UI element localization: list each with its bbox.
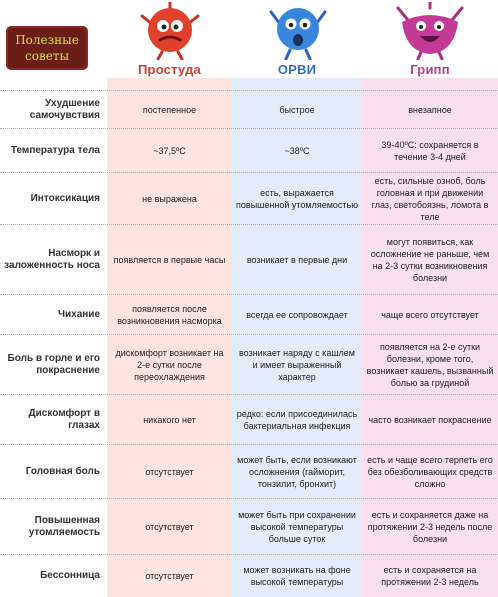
cell-cold: ~37,5ºС (153, 145, 186, 156)
table-row: Насморк и заложенность носа появляется в … (0, 224, 498, 294)
cell-cold: не выражена (142, 193, 197, 204)
cell-flu: появляется на 2-е сутки болезни, кроме т… (366, 341, 494, 388)
red-virus-mascot-icon (140, 2, 200, 60)
column-header-orvi: ОРВИ (277, 62, 317, 77)
cell-orvi: может быть, если возникают осложнения (г… (237, 454, 357, 489)
column-header-flu: Грипп (410, 62, 450, 77)
cell-flu: есть и сохраняется даже на протяжении 2-… (367, 509, 493, 544)
row-label: Температура тела (10, 144, 100, 156)
row-label: Боль в горле и его покраснение (7, 352, 100, 376)
cell-cold: отсутствует (145, 571, 194, 581)
cell-flu: часто возникает покраснение (368, 414, 492, 425)
cell-cold: появляется после возникновения насморка (117, 303, 222, 326)
cell-flu: могут появиться, как осложнение не раньш… (370, 236, 490, 283)
cell-cold: отсутствует (145, 521, 194, 532)
cell-cold: никакого нет (143, 414, 196, 425)
row-label: Интоксикация (30, 192, 100, 204)
useful-tips-badge: Полезные советы (6, 26, 88, 70)
table-row: Температура тела ~37,5ºС ~38ºС 39-40ºС: сох… (0, 128, 498, 172)
cell-orvi: может возникать на фоне высокой температ… (243, 565, 351, 587)
flu-column-background (362, 78, 498, 597)
table-row: Боль в горле и его покраснение дискомфорт… (0, 334, 498, 394)
cell-flu: есть и чаще всего терпеть его без обезбо… (367, 454, 493, 489)
column-header-cold: Простуда (138, 62, 201, 77)
cell-orvi: быстрое (279, 104, 315, 115)
cell-flu: чаще всего отсутствует (381, 309, 479, 320)
row-label: Насморк и заложенность носа (4, 247, 100, 271)
cell-flu: 39-40ºС: сохраняется в течение 3-4 дней (381, 139, 479, 162)
blue-virus-mascot-icon (269, 8, 327, 60)
pink-virus-mascot-icon (396, 2, 464, 60)
cell-orvi: ~38ºС (284, 145, 310, 156)
row-label: Головная боль (25, 465, 100, 477)
table-row: Повышенная утомляемость отсутствует может … (0, 498, 498, 554)
cell-orvi: может быть при сохранении высокой темпер… (238, 509, 356, 544)
cell-cold: дискомфорт возникает на 2-е сутки после … (115, 347, 224, 382)
badge-line-1: Полезные (15, 33, 79, 47)
orvi-column-background (232, 78, 362, 597)
row-label: Повышенная утомляемость (28, 514, 100, 538)
row-label: Чихание (57, 308, 100, 320)
cold-column-background (107, 78, 232, 597)
cell-orvi: редко: если присоединилась бактериальная… (236, 408, 358, 431)
badge-line-2: советы (25, 49, 69, 63)
row-label: Ухудшение самочувствия (29, 97, 100, 121)
table-row: Чихание появляется после возникновения на… (0, 294, 498, 334)
table-row: Ухудшение самочувствия постепенное быстрое… (0, 90, 498, 128)
cell-orvi: всегда ее сопровождает (246, 309, 348, 320)
table-row: Бессонница отсутствует может возникать на … (0, 554, 498, 597)
cell-flu: есть, сильные озноб, боль головная и при… (371, 175, 489, 222)
row-label: Бессонница (40, 570, 100, 581)
cell-orvi: возникает в первые дни (246, 254, 348, 265)
cell-flu: есть и сохраняется на протяжении 2-3 нед… (381, 565, 479, 587)
cell-cold: отсутствует (145, 466, 194, 477)
cell-cold: появляется в первые часы (113, 254, 226, 265)
cell-orvi: есть, выражается повышенной утомляемость… (236, 187, 358, 210)
table-row: Головная боль отсутствует может быть, если… (0, 444, 498, 498)
cell-cold: постепенное (142, 104, 197, 115)
row-label: Дискомфорт в глазах (28, 407, 100, 431)
cell-orvi: возникает наряду с кашлем и имеет выраже… (239, 347, 355, 382)
cell-flu: внезапное (408, 104, 452, 115)
table-row: Интоксикация не выражена есть, выражается … (0, 172, 498, 224)
table-row: Дискомфорт в глазах никакого нет редко: ес… (0, 394, 498, 444)
